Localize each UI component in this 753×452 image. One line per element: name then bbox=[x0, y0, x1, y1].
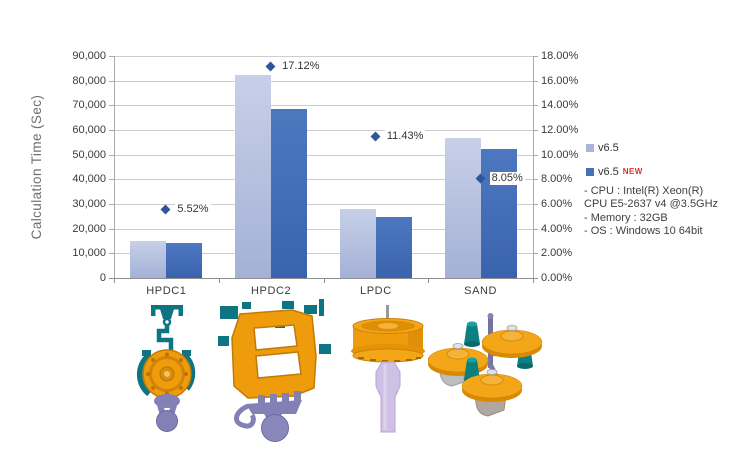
right-axis-tick-label: 2.00% bbox=[541, 247, 573, 260]
v65-new-swatch bbox=[586, 167, 594, 176]
hpdc2-casting-image bbox=[218, 299, 331, 442]
right-axis-tick bbox=[533, 130, 538, 131]
right-axis-tick-label: 16.00% bbox=[541, 74, 579, 87]
gridline bbox=[114, 253, 533, 255]
left-axis-tick-label: 30,000 bbox=[72, 198, 106, 210]
bar-v65new-lpdc bbox=[375, 216, 412, 278]
right-axis-tick-label: 18.00% bbox=[541, 50, 579, 62]
spec-os: - OS : Windows 10 64bit bbox=[584, 225, 703, 238]
system-specs: - CPU : Intel(R) Xeon(R) CPU E5-2637 v4 … bbox=[584, 185, 718, 239]
right-axis-tick-label: 10.00% bbox=[541, 148, 579, 161]
right-axis-line bbox=[533, 56, 534, 278]
left-axis-tick bbox=[109, 228, 114, 230]
new-badge: NEW bbox=[622, 167, 643, 176]
right-axis-tick bbox=[533, 179, 538, 181]
left-axis-tick-label: 50,000 bbox=[72, 148, 106, 161]
bar-v65-sand bbox=[444, 138, 481, 278]
left-axis-tick bbox=[109, 80, 114, 82]
category-label-hpdc1: HPDC1 bbox=[146, 285, 187, 297]
right-axis-tick-label: 6.00% bbox=[541, 198, 573, 210]
v65-swatch bbox=[586, 143, 594, 152]
category-label-lpdc: LPDC bbox=[360, 285, 392, 297]
category-label-sand: SAND bbox=[464, 285, 498, 297]
legend-label-v65-new: v6.5 bbox=[598, 165, 619, 178]
right-axis-tick-label: 14.00% bbox=[541, 99, 579, 112]
improvement-marker-lpdc bbox=[370, 131, 381, 142]
bar-v65new-hpdc2 bbox=[271, 109, 308, 278]
bar-v65-lpdc bbox=[339, 208, 376, 278]
left-axis-tick-label: 70,000 bbox=[72, 99, 106, 112]
right-axis-tick-label: 4.00% bbox=[541, 222, 573, 235]
left-axis-tick-label: 10,000 bbox=[72, 247, 106, 260]
gridline bbox=[114, 80, 533, 82]
right-axis-tick bbox=[533, 253, 538, 255]
improvement-label-hpdc2: 17.12% bbox=[280, 59, 322, 73]
gridline bbox=[114, 228, 533, 230]
legend-item-v65: v6.5 bbox=[586, 141, 643, 154]
improvement-label-sand: 8.05% bbox=[489, 171, 525, 185]
improvement-label-lpdc: 11.43% bbox=[384, 130, 426, 144]
spec-memory: - Memory : 32GB bbox=[584, 211, 668, 224]
category-axis-tick bbox=[428, 279, 430, 283]
spec-cpu-line2: CPU E5-2637 v4 @3.5GHz bbox=[584, 198, 719, 211]
improvement-marker-hpdc2 bbox=[265, 61, 276, 72]
x-axis-line bbox=[109, 278, 538, 279]
right-axis-tick bbox=[533, 105, 538, 107]
bar-v65new-hpdc1 bbox=[166, 242, 203, 278]
hpdc1-casting-image bbox=[136, 305, 196, 432]
left-axis-tick-label: 90,000 bbox=[72, 50, 106, 62]
category-axis-tick bbox=[533, 279, 534, 283]
left-axis-tick-label: 60,000 bbox=[72, 124, 106, 136]
sand-casting-cluster-image bbox=[428, 313, 543, 417]
gridline bbox=[114, 179, 533, 181]
category-axis-tick bbox=[323, 279, 325, 283]
left-axis-tick-label: 80,000 bbox=[72, 74, 106, 87]
gridline bbox=[114, 130, 533, 131]
legend-label-v65: v6.5 bbox=[598, 141, 619, 154]
right-axis-tick-label: 0.00% bbox=[541, 272, 573, 284]
right-axis-tick-label: 8.00% bbox=[541, 173, 573, 186]
gridline bbox=[114, 105, 533, 107]
spec-cpu-line1: - CPU : Intel(R) Xeon(R) bbox=[584, 185, 704, 197]
left-axis-tick bbox=[109, 130, 114, 131]
bar-v65-hpdc2 bbox=[235, 74, 272, 278]
legend-item-v65-new: v6.5 NEW bbox=[586, 165, 643, 178]
left-axis-tick bbox=[109, 204, 114, 205]
category-axis-tick bbox=[114, 279, 115, 283]
right-axis-tick bbox=[533, 80, 538, 82]
bar-v65-hpdc1 bbox=[130, 241, 167, 278]
chart-legend: v6.5 v6.5 NEW bbox=[586, 141, 643, 189]
category-label-hpdc2: HPDC2 bbox=[250, 285, 292, 297]
bar-v65new-sand bbox=[480, 149, 517, 278]
right-axis-tick-label: 12.00% bbox=[541, 124, 579, 136]
left-axis-tick bbox=[109, 253, 114, 255]
lpdc-wheel-casting-image bbox=[351, 305, 425, 433]
right-axis-tick bbox=[533, 154, 538, 156]
left-axis-tick-label: 20,000 bbox=[72, 222, 106, 235]
gridline bbox=[114, 56, 533, 57]
improvement-marker-hpdc1 bbox=[160, 204, 171, 215]
right-axis-tick bbox=[533, 204, 538, 205]
gridline bbox=[114, 204, 533, 205]
left-axis-tick bbox=[109, 154, 114, 156]
left-axis-tick-label: 0 bbox=[99, 272, 106, 284]
y-axis-title: Calculation Time (Sec) bbox=[29, 94, 44, 240]
left-axis-tick bbox=[109, 56, 114, 57]
category-axis-tick bbox=[218, 279, 220, 283]
improvement-label-hpdc1: 5.52% bbox=[175, 202, 211, 216]
right-axis-tick bbox=[533, 228, 538, 230]
left-axis-tick bbox=[109, 105, 114, 107]
left-axis-tick bbox=[109, 179, 114, 181]
right-axis-tick bbox=[533, 56, 538, 57]
gridline bbox=[114, 154, 533, 156]
left-axis-line bbox=[114, 56, 115, 278]
left-axis-tick-label: 40,000 bbox=[72, 173, 106, 186]
